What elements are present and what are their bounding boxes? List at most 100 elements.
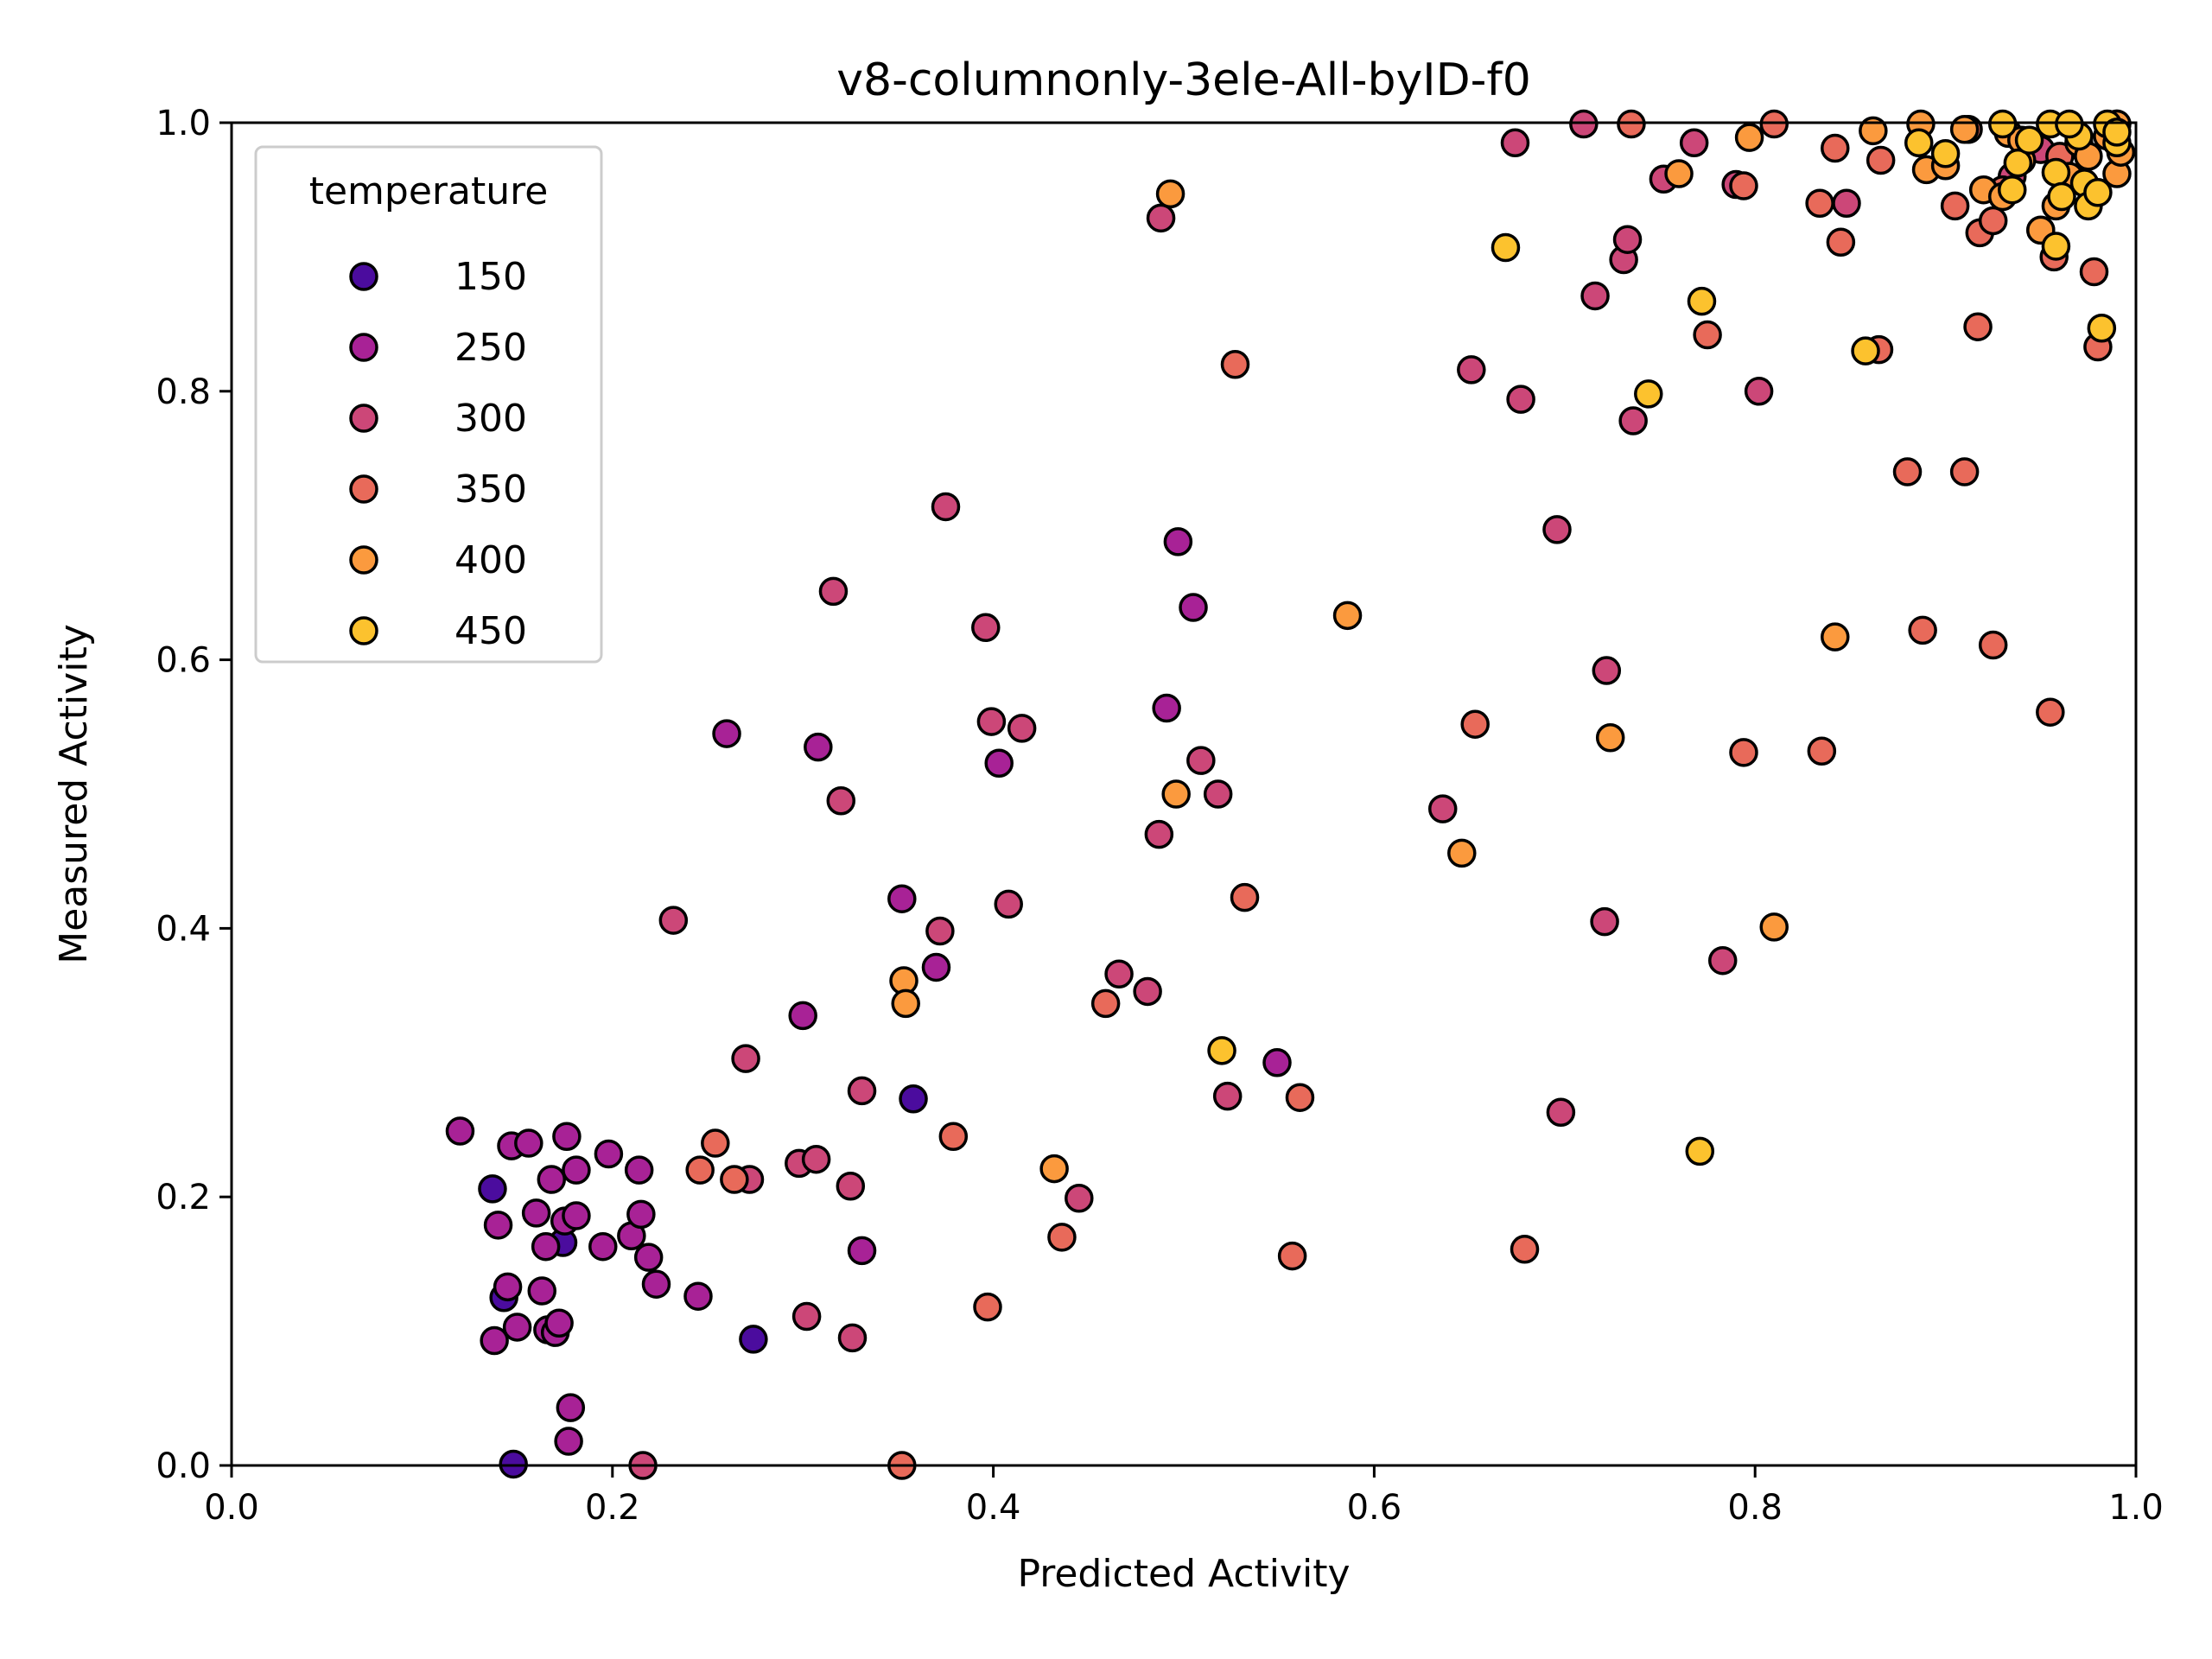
data-point bbox=[1963, 312, 1993, 341]
data-point bbox=[1546, 1097, 1576, 1128]
data-point bbox=[2041, 157, 2071, 188]
data-point bbox=[1152, 693, 1181, 723]
data-point bbox=[973, 1292, 1002, 1322]
points-layer bbox=[445, 109, 2136, 1480]
y-tick-label: 0.4 bbox=[156, 909, 211, 949]
data-point bbox=[499, 1449, 528, 1479]
data-point bbox=[1707, 945, 1738, 976]
legend-entry: 450 bbox=[349, 609, 527, 653]
data-point bbox=[2047, 181, 2076, 212]
data-point bbox=[1186, 746, 1216, 775]
data-point bbox=[836, 1172, 866, 1201]
data-point bbox=[2083, 178, 2113, 207]
x-tick-label: 0.2 bbox=[585, 1488, 640, 1528]
data-point bbox=[1207, 1036, 1236, 1065]
legend-entry: 250 bbox=[349, 326, 527, 370]
data-point bbox=[2087, 314, 2117, 343]
data-point bbox=[1826, 227, 1856, 257]
data-point bbox=[562, 1201, 591, 1230]
data-point bbox=[984, 748, 1014, 779]
data-point bbox=[1595, 722, 1625, 753]
data-point bbox=[1729, 171, 1758, 200]
data-point bbox=[1332, 601, 1363, 631]
data-point bbox=[1612, 225, 1643, 254]
data-point bbox=[1133, 976, 1162, 1007]
data-point bbox=[2102, 118, 2132, 147]
data-point bbox=[531, 1231, 561, 1262]
legend: temperature 150 250 300 350 400 450 bbox=[254, 145, 603, 664]
data-point bbox=[658, 906, 689, 935]
data-point bbox=[1065, 1184, 1094, 1213]
data-point bbox=[1866, 145, 1896, 175]
data-point bbox=[2003, 148, 2033, 178]
chart-title: v8-columnonly-3ele-All-byID-f0 bbox=[836, 54, 1531, 106]
legend-marker bbox=[349, 616, 378, 645]
y-tick-label: 1.0 bbox=[156, 104, 211, 143]
y-tick-label: 0.2 bbox=[156, 1178, 211, 1217]
data-point bbox=[685, 1155, 715, 1185]
y-tick-label: 0.8 bbox=[156, 372, 211, 412]
data-point bbox=[1007, 714, 1037, 743]
data-point bbox=[552, 1122, 582, 1152]
data-point bbox=[502, 1313, 532, 1342]
data-point bbox=[683, 1281, 713, 1311]
data-point bbox=[938, 1122, 969, 1152]
data-point bbox=[2036, 697, 2065, 727]
data-point bbox=[1759, 109, 1789, 139]
data-point bbox=[826, 786, 856, 816]
data-point bbox=[1949, 457, 1980, 486]
data-point bbox=[701, 1128, 730, 1158]
data-point bbox=[1759, 912, 1789, 942]
data-point bbox=[1940, 191, 1970, 221]
legend-entry: 350 bbox=[349, 467, 527, 512]
x-tick-label: 0.8 bbox=[1727, 1488, 1783, 1528]
data-point bbox=[1744, 377, 1774, 406]
data-point bbox=[1693, 320, 1722, 350]
data-point bbox=[971, 613, 1001, 643]
data-point bbox=[921, 952, 951, 982]
data-point bbox=[1427, 794, 1458, 823]
data-point bbox=[633, 1243, 664, 1272]
data-point bbox=[1592, 656, 1622, 685]
data-point bbox=[483, 1211, 513, 1240]
legend-entry: 400 bbox=[349, 538, 527, 582]
data-point bbox=[1987, 109, 2018, 139]
legend-box bbox=[254, 145, 603, 664]
data-point bbox=[712, 719, 741, 748]
data-point bbox=[1220, 349, 1250, 379]
data-point bbox=[1978, 206, 2008, 236]
legend-label: 350 bbox=[454, 467, 527, 512]
legend-entries: 150 250 300 350 400 450 bbox=[349, 255, 527, 653]
data-point bbox=[1161, 779, 1191, 809]
data-point bbox=[1569, 109, 1599, 139]
data-point bbox=[1634, 379, 1663, 409]
data-point bbox=[1617, 109, 1646, 139]
legend-label: 150 bbox=[454, 255, 527, 299]
data-point bbox=[1904, 128, 1934, 158]
y-axis-label: Measured Activity bbox=[52, 624, 96, 963]
data-point bbox=[493, 1272, 523, 1302]
data-point bbox=[624, 1155, 654, 1185]
data-point bbox=[2014, 125, 2044, 155]
data-point bbox=[931, 492, 961, 522]
data-point bbox=[2055, 109, 2084, 139]
y-axis: 0.0 0.2 0.4 0.6 0.8 1.0 bbox=[156, 104, 232, 1486]
x-axis: 0.0 0.2 0.4 0.6 0.8 1.0 bbox=[204, 1465, 2164, 1528]
data-point bbox=[804, 732, 833, 762]
legend-label: 300 bbox=[454, 397, 527, 441]
legend-entry: 150 bbox=[349, 255, 527, 299]
x-tick-label: 1.0 bbox=[2108, 1488, 2164, 1528]
data-point bbox=[2079, 257, 2109, 287]
data-point bbox=[1146, 203, 1176, 233]
data-point bbox=[1687, 286, 1717, 316]
data-point bbox=[478, 1174, 507, 1204]
data-point bbox=[891, 988, 920, 1019]
data-point bbox=[1685, 1136, 1715, 1166]
data-point bbox=[1090, 988, 1121, 1019]
legend-marker bbox=[349, 404, 378, 433]
data-point bbox=[976, 707, 1007, 736]
data-point bbox=[626, 1199, 656, 1230]
data-point bbox=[720, 1165, 749, 1194]
